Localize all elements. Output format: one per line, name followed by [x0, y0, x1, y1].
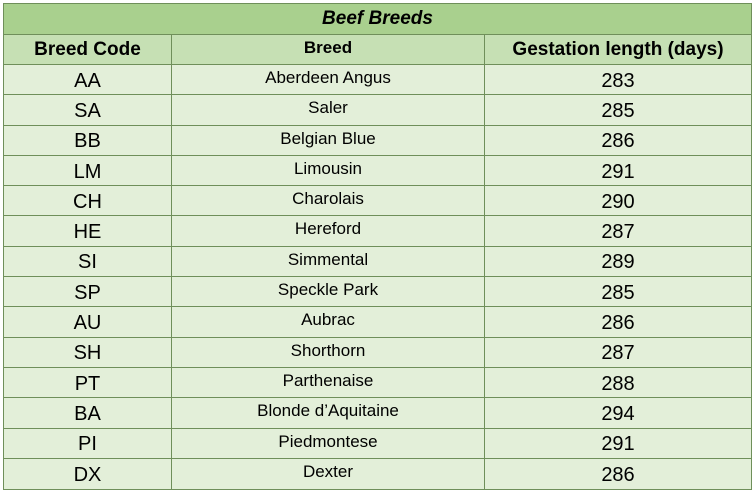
gestation-length-cell: 283	[601, 69, 635, 92]
header-gestation-length: Gestation length (days)	[512, 38, 724, 60]
table-row: HE Hereford 287	[4, 216, 751, 247]
table-row: LM Limousin 291	[4, 155, 751, 187]
gestation-length-cell: 294	[601, 402, 635, 425]
breed-code-cell: SH	[4, 337, 172, 367]
gestation-length-cell: 288	[601, 372, 635, 395]
breed-code-cell: HE	[4, 216, 172, 246]
gestation-length-cell: 291	[601, 433, 635, 456]
table-row: PI Piedmontese 291	[4, 428, 751, 459]
beef-breeds-table: Beef Breeds Breed Code Breed Gestation l…	[3, 3, 752, 491]
table-row: SP Speckle Park 285	[4, 277, 751, 308]
breed-name-cell: Charolais	[172, 186, 485, 216]
breed-name-cell: Piedmontese	[172, 428, 485, 458]
gestation-length-cell: 286	[601, 130, 635, 153]
breed-name-cell: Limousin	[172, 155, 485, 186]
header-breed-code: Breed Code	[4, 35, 172, 64]
table-body: AA Aberdeen Angus 283 SA Saler 285 BB Belgian B…	[4, 65, 751, 490]
gestation-length-cell: 287	[601, 221, 635, 244]
table-row: BB Belgian Blue 286	[4, 125, 751, 156]
breed-name-cell: Aubrac	[172, 307, 485, 337]
breed-code-cell: CH	[4, 186, 172, 216]
table-title: Beef Breeds	[4, 4, 751, 35]
table-row: PT Parthenaise 288	[4, 367, 751, 399]
gestation-length-cell: 287	[601, 342, 635, 365]
table-row: AA Aberdeen Angus 283	[4, 65, 751, 96]
breed-name-cell: Belgian Blue	[172, 125, 485, 155]
table-row: CH Charolais 290	[4, 186, 751, 217]
breed-code-cell: AA	[4, 65, 172, 95]
breed-code-cell: DX	[4, 458, 172, 490]
breed-name-cell: Hereford	[172, 216, 485, 246]
gestation-length-cell: 289	[601, 251, 635, 274]
breed-name-cell: Aberdeen Angus	[172, 65, 485, 95]
breed-name-cell: Simmental	[172, 246, 485, 277]
gestation-length-cell: 286	[601, 312, 635, 335]
table-row: SA Saler 285	[4, 95, 751, 126]
breed-code-cell: PT	[4, 367, 172, 398]
breed-name-cell: Saler	[172, 95, 485, 125]
breed-name-cell: Dexter	[172, 458, 485, 490]
header-row: Breed Code Breed Gestation length (days)	[4, 35, 751, 65]
gestation-length-cell: 286	[601, 464, 635, 486]
gestation-length-cell: 290	[601, 190, 635, 213]
table-row: BA Blonde d’Aquitaine 294	[4, 398, 751, 429]
table-row: SI Simmental 289	[4, 246, 751, 278]
gestation-length-cell: 291	[601, 160, 635, 183]
breed-code-cell: SI	[4, 246, 172, 277]
table-row: AU Aubrac 286	[4, 307, 751, 338]
breed-code-cell: SA	[4, 95, 172, 125]
breed-name-cell: Parthenaise	[172, 367, 485, 398]
breed-code-cell: BA	[4, 398, 172, 428]
gestation-length-cell: 285	[601, 281, 635, 304]
header-breed: Breed	[172, 35, 485, 64]
breed-code-cell: PI	[4, 428, 172, 458]
breed-code-cell: AU	[4, 307, 172, 337]
table-row: DX Dexter 286	[4, 458, 751, 490]
breed-name-cell: Speckle Park	[172, 277, 485, 307]
breed-name-cell: Blonde d’Aquitaine	[172, 398, 485, 428]
gestation-length-cell: 285	[601, 99, 635, 122]
breed-code-cell: BB	[4, 125, 172, 155]
breed-name-cell: Shorthorn	[172, 337, 485, 367]
table-row: SH Shorthorn 287	[4, 337, 751, 368]
breed-code-cell: SP	[4, 277, 172, 307]
breed-code-cell: LM	[4, 155, 172, 186]
